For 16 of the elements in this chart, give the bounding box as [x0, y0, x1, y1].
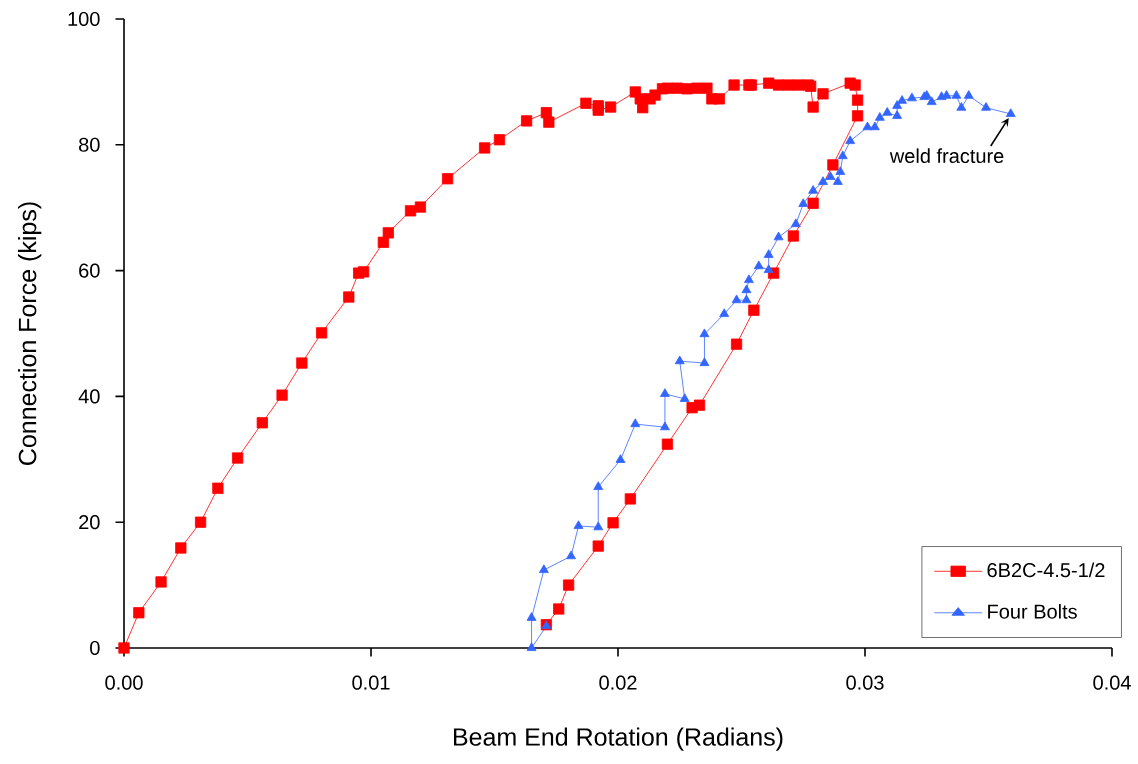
y-tick-label: 20: [79, 515, 100, 530]
y-axis-title: Connection Force (kips): [17, 202, 42, 465]
x-tick-label: 0.02: [599, 675, 637, 690]
legend-label: 6B2C-4.5-1/2: [987, 562, 1105, 578]
legend-label: Four Bolts: [988, 604, 1077, 619]
x-axis-title: Beam End Rotation (Radians): [453, 727, 783, 751]
annotation: weld fracture: [889, 148, 1004, 164]
y-tick-label: 0: [90, 640, 100, 656]
y-tick-label: 40: [78, 389, 100, 404]
x-tick-label: 0.00: [105, 675, 143, 690]
x-tick-label: 0.03: [846, 675, 884, 690]
x-tick-label: 0.04: [1093, 675, 1131, 690]
x-tick-label: 0.01: [352, 675, 390, 690]
y-tick-label: 80: [79, 137, 100, 152]
y-tick-label: 60: [79, 263, 100, 278]
y-tick-label: 100: [68, 11, 100, 27]
